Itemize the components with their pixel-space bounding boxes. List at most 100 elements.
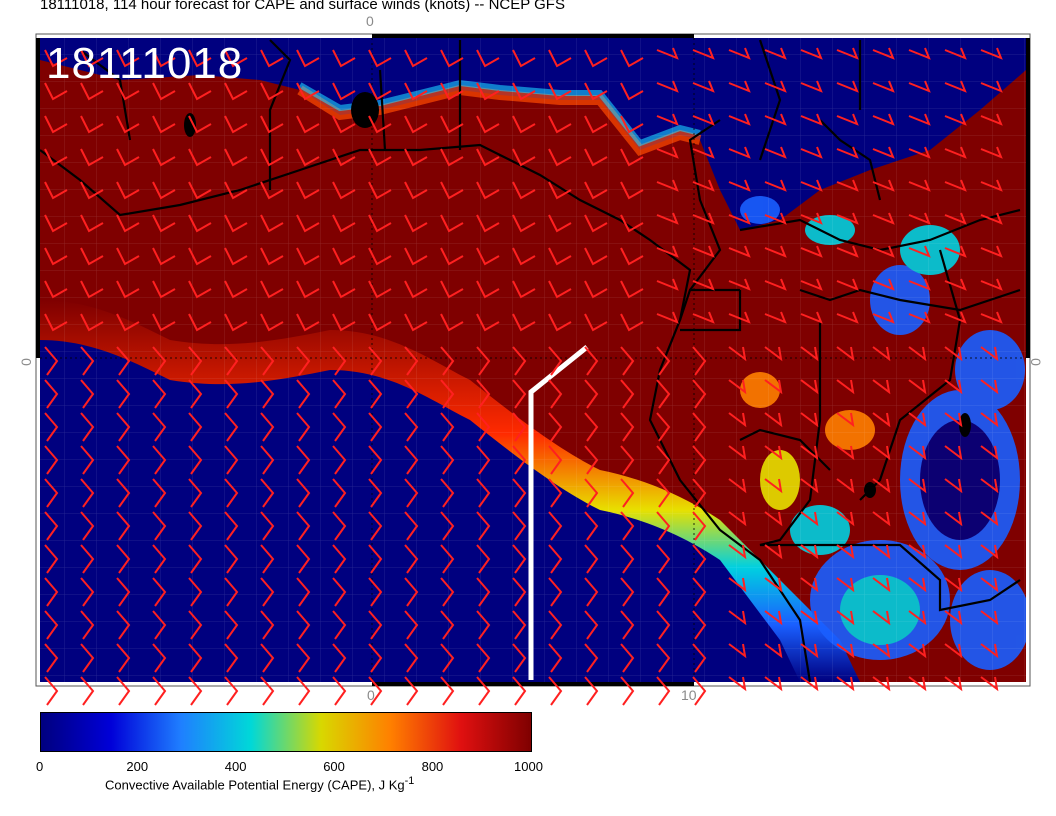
wind-barb [476, 478, 491, 508]
wind-barb [44, 445, 59, 475]
wind-barb [404, 445, 419, 475]
wind-barb [188, 544, 203, 574]
wind-barb [332, 148, 356, 167]
wind-barb [188, 445, 203, 475]
wind-barb [692, 643, 707, 673]
wind-barb [872, 80, 895, 93]
wind-barb [476, 82, 500, 101]
colorbar-label-1000: 1000 [514, 759, 543, 774]
wind-barb [44, 511, 59, 541]
wind-barb [728, 478, 747, 494]
wind-barb [692, 412, 707, 442]
wind-barb [836, 311, 859, 324]
wind-barb [44, 379, 59, 409]
wind-barb [440, 445, 455, 475]
wind-barb [836, 278, 859, 291]
wind-barb [872, 511, 891, 527]
wind-barb [332, 247, 356, 266]
wind-barb [944, 643, 963, 659]
wind-barb [152, 676, 167, 706]
wind-barb [656, 113, 679, 126]
wind-barb [584, 346, 599, 376]
wind-barb [620, 544, 635, 574]
wind-barb [296, 643, 311, 673]
wind-barb [260, 610, 275, 640]
wind-barb [692, 212, 715, 225]
wind-barb [440, 280, 464, 299]
wind-barb [872, 478, 891, 494]
wind-barb [260, 478, 275, 508]
wind-barb [332, 445, 347, 475]
colorbar-title-text: Convective Available Potential Energy (C… [105, 777, 405, 793]
wind-barb [692, 676, 707, 706]
wind-barb [836, 212, 859, 225]
wind-barb [224, 445, 239, 475]
wind-barb [152, 412, 167, 442]
wind-barb [404, 478, 419, 508]
wind-barb [620, 313, 644, 332]
wind-barb [548, 214, 572, 233]
wind-barb [368, 379, 383, 409]
wind-barb [368, 511, 383, 541]
wind-barb [332, 610, 347, 640]
wind-barb [332, 280, 356, 299]
wind-barb [548, 676, 563, 706]
wind-barb [764, 610, 783, 626]
wind-barb [872, 179, 895, 192]
wind-barb [440, 412, 455, 442]
wind-barb [152, 379, 167, 409]
wind-barb [908, 47, 931, 60]
wind-barb [728, 511, 747, 527]
wind-barb [656, 212, 679, 225]
wind-barb [944, 311, 967, 324]
wind-barb [620, 445, 635, 475]
wind-barb [944, 47, 967, 60]
wind-barb [512, 511, 527, 541]
tick-left-0: 0 [17, 358, 34, 366]
wind-barb [800, 478, 819, 494]
wind-barb [908, 544, 927, 560]
wind-barb [656, 478, 671, 508]
wind-barb [224, 214, 248, 233]
wind-barb [980, 478, 999, 494]
wind-barb [260, 115, 284, 134]
wind-barb [404, 412, 419, 442]
wind-barb [728, 412, 747, 428]
wind-barb [800, 212, 823, 225]
wind-barb [584, 445, 599, 475]
wind-barb [296, 577, 311, 607]
wind-barb [476, 511, 491, 541]
wind-barb [44, 181, 68, 200]
wind-barb [656, 47, 679, 60]
wind-barb [980, 676, 999, 692]
wind-barb [620, 115, 644, 134]
wind-barb [692, 146, 715, 159]
wind-barb [224, 148, 248, 167]
wind-barb [368, 445, 383, 475]
wind-barb [260, 280, 284, 299]
wind-barb [80, 49, 104, 68]
wind-barb [44, 676, 59, 706]
wind-barb [764, 544, 783, 560]
wind-barb [548, 181, 572, 200]
wind-barb [620, 49, 644, 68]
wind-barb [692, 278, 715, 291]
wind-barb [944, 544, 963, 560]
wind-barb [692, 478, 707, 508]
wind-barb [584, 577, 599, 607]
wind-barb [548, 115, 572, 134]
wind-barb [224, 115, 248, 134]
wind-barb [944, 113, 967, 126]
wind-barb [548, 247, 572, 266]
wind-barb [944, 245, 967, 258]
wind-barb [764, 245, 787, 258]
wind-barb [152, 82, 176, 101]
wind-barb [404, 49, 428, 68]
tick-bottom-0: 0 [367, 687, 375, 703]
wind-barb [296, 247, 320, 266]
wind-barb [152, 544, 167, 574]
wind-barb [944, 478, 963, 494]
map-title: 18111018, 114 hour forecast for CAPE and… [40, 0, 565, 13]
wind-barb [512, 445, 527, 475]
wind-barb [764, 643, 783, 659]
